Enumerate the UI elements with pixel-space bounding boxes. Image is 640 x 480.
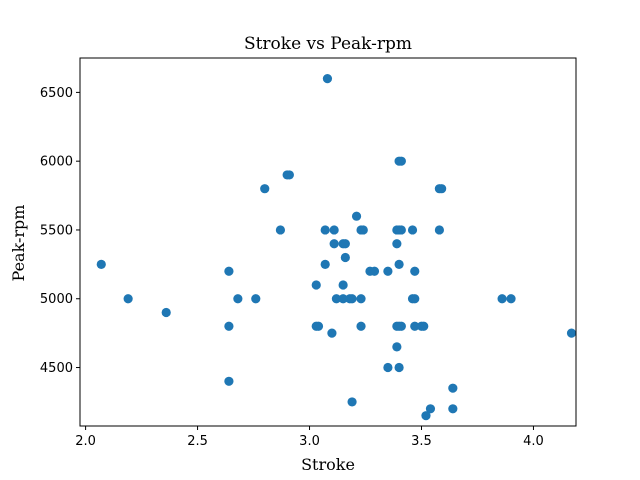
data-point <box>331 294 341 304</box>
data-point <box>410 266 420 276</box>
data-point <box>123 294 133 304</box>
data-point <box>437 184 447 194</box>
x-tick-label: 3.0 <box>299 434 320 449</box>
y-tick-label: 6000 <box>40 155 73 170</box>
y-tick-label: 4500 <box>40 361 73 376</box>
data-point <box>358 225 368 235</box>
data-point <box>394 259 404 269</box>
x-tick-label: 2.0 <box>75 434 96 449</box>
data-point <box>448 404 458 414</box>
data-point <box>497 294 507 304</box>
data-point <box>275 225 286 235</box>
data-point <box>233 294 243 304</box>
data-point <box>392 342 402 352</box>
data-point <box>448 383 458 393</box>
plot-frame <box>79 57 577 427</box>
data-point <box>338 294 348 304</box>
data-point <box>96 259 106 269</box>
data-point <box>338 280 348 290</box>
data-point <box>284 170 294 180</box>
data-point <box>566 328 577 338</box>
data-point <box>320 225 330 235</box>
data-point <box>320 259 330 269</box>
data-point <box>394 362 404 373</box>
data-point <box>394 156 404 166</box>
data-point <box>383 362 393 373</box>
data-point <box>425 404 436 414</box>
data-point <box>347 294 357 304</box>
data-point <box>506 294 516 304</box>
data-point <box>251 294 261 304</box>
x-tick-label: 2.5 <box>187 434 208 449</box>
data-point <box>351 211 362 221</box>
plot-area: 2.0 2.5 3.0 3.5 4.0 4500 5000 5500 6000 6500 <box>40 57 577 449</box>
data-point <box>421 411 431 421</box>
data-point <box>311 280 321 290</box>
chart-title: Stroke vs Peak-rpm <box>244 34 412 54</box>
data-point <box>396 225 406 235</box>
data-point <box>224 376 234 386</box>
data-point <box>329 225 339 235</box>
y-tick-label: 6500 <box>40 86 73 101</box>
data-point <box>347 397 357 407</box>
data-point <box>383 266 393 276</box>
data-point <box>329 239 339 249</box>
y-axis-label: Peak-rpm <box>9 205 28 282</box>
data-point <box>340 252 350 263</box>
data-point <box>224 321 234 331</box>
data-point <box>396 321 406 331</box>
data-point <box>161 307 171 318</box>
x-axis-label: Stroke <box>301 455 355 474</box>
data-point <box>434 225 444 235</box>
data-point <box>224 266 234 276</box>
data-point <box>322 74 333 84</box>
data-point <box>419 321 429 331</box>
x-tick-label: 3.5 <box>411 434 432 449</box>
data-point <box>407 225 418 235</box>
x-tick-label: 4.0 <box>523 434 544 449</box>
data-point <box>260 184 270 194</box>
data-point <box>327 328 337 338</box>
data-point <box>369 266 380 276</box>
y-tick-label: 5000 <box>40 292 73 307</box>
data-point <box>356 321 366 331</box>
data-point <box>313 321 324 331</box>
data-point <box>410 294 420 304</box>
data-point <box>410 321 420 331</box>
data-point <box>392 239 402 249</box>
data-point <box>356 294 366 304</box>
data-point <box>340 239 350 249</box>
y-tick-label: 5500 <box>40 223 73 238</box>
